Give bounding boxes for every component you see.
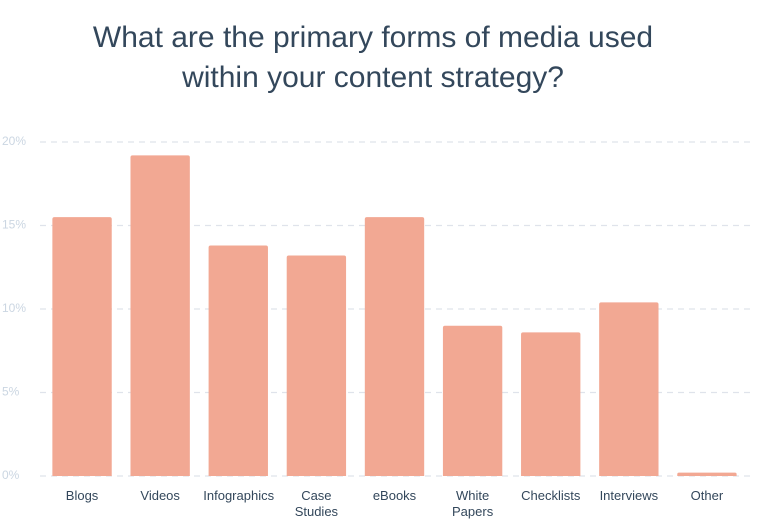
x-tick-label: Interviews [599, 488, 659, 503]
bar [52, 217, 112, 476]
y-tick-label: 0% [2, 468, 20, 482]
y-tick-label: 15% [2, 218, 26, 232]
x-tick-label: Other [690, 488, 724, 503]
chart-title: What are the primary forms of media used… [92, 21, 654, 94]
bar [208, 245, 268, 476]
x-tick-label: Blogs [65, 488, 99, 503]
x-tick-label: eBooks [372, 488, 417, 503]
x-tick-label: Infographics [203, 488, 275, 503]
bar [521, 332, 581, 476]
x-tick-label: Checklists [521, 488, 581, 503]
x-tick-label: Case Studies [294, 488, 339, 519]
y-tick-label: 20% [2, 134, 26, 148]
bar [286, 255, 347, 476]
y-tick-label: 5% [2, 385, 20, 399]
x-tick-label: White Papers [452, 488, 494, 519]
bar [130, 155, 190, 477]
bar [677, 472, 737, 476]
x-tick-label: Videos [140, 488, 180, 503]
bar [364, 217, 425, 476]
y-tick-label: 10% [2, 301, 26, 315]
bar [442, 325, 503, 476]
bar [599, 302, 659, 476]
